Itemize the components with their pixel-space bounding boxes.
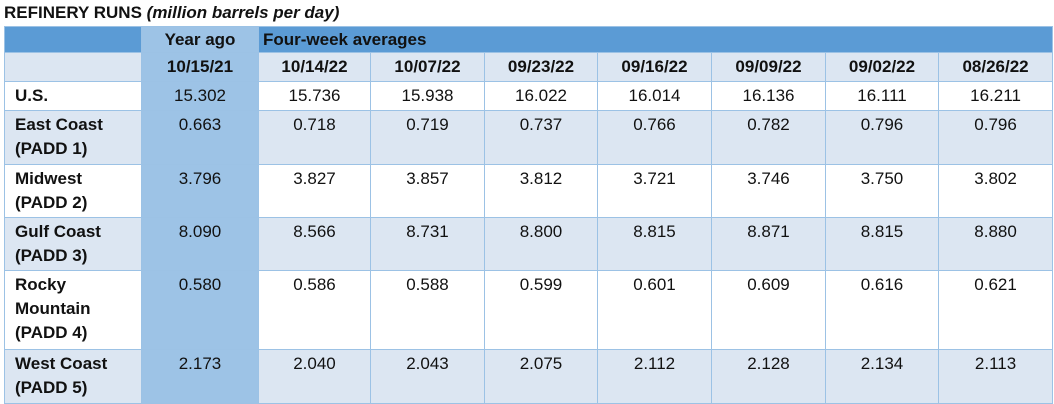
value-cell: 8.090	[141, 217, 259, 271]
value-cell: 16.111	[825, 81, 939, 111]
value-cell: 0.796	[825, 110, 939, 165]
value-cell: 0.737	[484, 110, 598, 165]
value-cell: 0.621	[937, 270, 1054, 350]
value-cell: 3.796	[141, 164, 259, 218]
column-header: 09/16/22	[597, 52, 712, 82]
value-cell: 2.043	[370, 349, 485, 404]
value-cell: 0.719	[370, 110, 485, 165]
row-label-line: (PADD 2)	[15, 193, 88, 212]
value-cell: 2.075	[484, 349, 598, 404]
value-cell: 3.827	[258, 164, 371, 218]
value-cell: 0.599	[484, 270, 598, 350]
value-cell: 0.601	[597, 270, 712, 350]
value-cell: 0.580	[141, 270, 259, 350]
row-label: Gulf Coast (PADD 3)	[4, 217, 142, 271]
row-label-line: (PADD 4)	[15, 323, 88, 342]
value-cell: 8.880	[937, 217, 1054, 271]
value-cell: 2.040	[258, 349, 371, 404]
row-label-line: Gulf Coast	[15, 222, 101, 241]
value-cell: 8.800	[484, 217, 598, 271]
data-row: U.S. 15.302 15.736 15.938 16.022 16.014 16.136…	[4, 81, 1054, 111]
row-label: East Coast (PADD 1)	[4, 110, 142, 165]
row-label-line: East Coast	[15, 115, 103, 134]
value-cell: 0.766	[597, 110, 712, 165]
refinery-table: Year ago Four-week averages 10/15/21 10/14/…	[4, 26, 1054, 404]
row-label: Midwest (PADD 2)	[4, 164, 142, 218]
row-label: West Coast (PADD 5)	[4, 349, 142, 404]
row-label: Rocky Mountain (PADD 4)	[4, 270, 142, 350]
column-header: 10/15/21	[141, 52, 259, 82]
value-cell: 3.750	[825, 164, 939, 218]
value-cell: 8.566	[258, 217, 371, 271]
column-header: 09/23/22	[484, 52, 598, 82]
value-cell: 2.128	[711, 349, 826, 404]
row-label-line: (PADD 3)	[15, 246, 88, 265]
data-row: East Coast (PADD 1) 0.663 0.718 0.719 0.737 0.…	[4, 110, 1054, 165]
title: REFINERY RUNS (million barrels per day)	[4, 2, 339, 24]
title-main: REFINERY RUNS	[4, 3, 142, 22]
value-cell: 0.796	[937, 110, 1054, 165]
value-cell: 3.812	[484, 164, 598, 218]
value-cell: 3.721	[597, 164, 712, 218]
row-label-line: (PADD 5)	[15, 378, 88, 397]
column-header: 09/02/22	[825, 52, 939, 82]
group-header: Four-week averages	[257, 26, 1054, 53]
group-header: Year ago	[141, 26, 259, 53]
title-units: (million barrels per day)	[146, 3, 340, 22]
value-cell: 16.211	[937, 81, 1054, 111]
column-header: 10/14/22	[258, 52, 371, 82]
value-cell: 0.718	[258, 110, 371, 165]
data-row: Midwest (PADD 2) 3.796 3.827 3.857 3.812 3.721…	[4, 164, 1054, 218]
value-cell: 15.938	[370, 81, 485, 111]
row-label-line: Midwest	[15, 169, 83, 188]
column-header-row: 10/15/21 10/14/22 10/07/22 09/23/22 09/16/22…	[4, 52, 1054, 82]
row-label-line: Rocky	[15, 275, 67, 294]
row-label-line: West Coast	[15, 354, 108, 373]
row-label-line: (PADD 1)	[15, 139, 88, 158]
value-cell: 3.746	[711, 164, 826, 218]
data-row: Gulf Coast (PADD 3) 8.090 8.566 8.731 8.800 8.…	[4, 217, 1054, 271]
value-cell: 2.173	[141, 349, 259, 404]
value-cell: 8.815	[597, 217, 712, 271]
value-cell: 2.134	[825, 349, 939, 404]
group-header-row: Year ago Four-week averages	[4, 26, 1054, 53]
value-cell: 8.731	[370, 217, 485, 271]
value-cell: 0.663	[141, 110, 259, 165]
value-cell: 15.302	[141, 81, 259, 111]
value-cell: 0.586	[258, 270, 371, 350]
value-cell: 2.113	[937, 349, 1054, 404]
value-cell: 0.609	[711, 270, 826, 350]
column-header: 09/09/22	[711, 52, 826, 82]
column-header: 08/26/22	[937, 52, 1054, 82]
corner-cell	[4, 26, 142, 53]
value-cell: 0.616	[825, 270, 939, 350]
column-header: 10/07/22	[370, 52, 485, 82]
value-cell: 15.736	[258, 81, 371, 111]
value-cell: 8.815	[825, 217, 939, 271]
row-label-line: U.S.	[15, 86, 49, 105]
row-label: U.S.	[4, 81, 142, 111]
row-label-line: Mountain	[15, 299, 91, 318]
value-cell: 16.014	[597, 81, 712, 111]
data-row: Rocky Mountain (PADD 4) 0.580 0.586 0.588 0.59…	[4, 270, 1054, 350]
value-cell: 3.802	[937, 164, 1054, 218]
value-cell: 3.857	[370, 164, 485, 218]
value-cell: 16.022	[484, 81, 598, 111]
corner-cell	[4, 52, 142, 82]
data-row: West Coast (PADD 5) 2.173 2.040 2.043 2.075 2.…	[4, 349, 1054, 404]
value-cell: 2.112	[597, 349, 712, 404]
value-cell: 16.136	[711, 81, 826, 111]
value-cell: 0.588	[370, 270, 485, 350]
value-cell: 0.782	[711, 110, 826, 165]
value-cell: 8.871	[711, 217, 826, 271]
